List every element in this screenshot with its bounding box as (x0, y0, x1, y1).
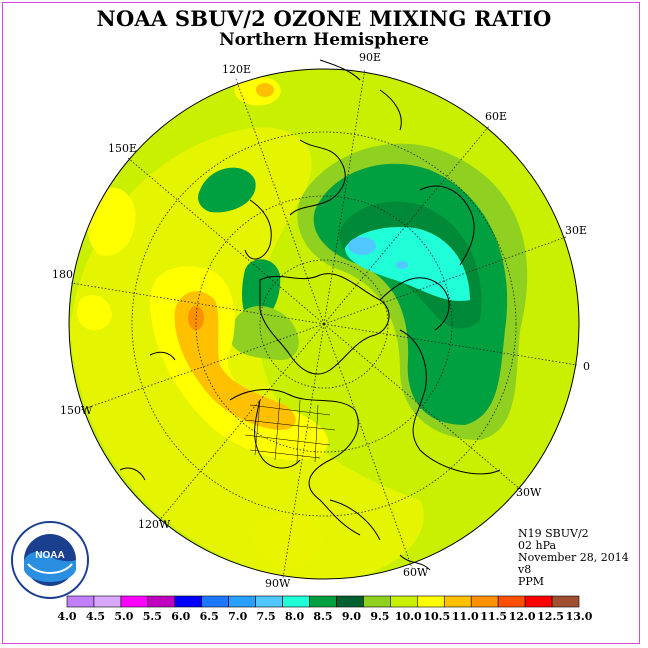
colorbar-tick-label: 12.5 (537, 610, 564, 623)
map-boundary (68, 68, 580, 580)
lon-label-90w: 90W (265, 577, 291, 590)
colorbar-swatch (443, 595, 472, 608)
colorbar-tick-label: 13.0 (566, 610, 593, 623)
info-satellite: N19 SBUV/2 (518, 527, 589, 540)
map-subtitle: Northern Hemisphere (219, 30, 429, 50)
colorbar-tick-label: 7.5 (257, 610, 276, 623)
colorbar-tick-label: 6.0 (171, 610, 190, 623)
colorbar-swatch (390, 595, 418, 608)
figure-frame (2, 2, 640, 644)
colorbar-tick-label: 4.5 (86, 610, 105, 623)
colorbar-swatch (147, 595, 176, 608)
colorbar-tick-label: 8.5 (313, 610, 332, 623)
info-units: PPM (518, 575, 545, 588)
info-date: November 28, 2014 (518, 551, 629, 564)
colorbar-tick-label: 6.5 (200, 610, 219, 623)
lon-label-60e: 60E (485, 110, 507, 123)
graticule (70, 68, 578, 579)
longitude-labels: 90E 60E 30E 0 30W 60W 90W 120W 150W 180 … (52, 51, 590, 590)
noaa-seal-icon: NOAA (11, 521, 89, 599)
colorbar-swatch (201, 595, 229, 608)
colorbar-swatch (551, 595, 580, 608)
colorbar-tick-labels: 4.0 4.5 5.0 5.5 6.0 6.5 7.0 7.5 8.0 8.5 9.0 9.5 10.0… (57, 610, 592, 623)
map-title: NOAA SBUV/2 OZONE MIXING RATIO (96, 6, 552, 31)
colorbar-tick-label: 5.5 (143, 610, 162, 623)
colorbar-swatch (336, 595, 364, 608)
colorbar-swatch (174, 595, 203, 608)
lon-label-30e: 30E (565, 224, 587, 237)
colorbar-swatch (417, 595, 445, 608)
colorbar-swatch (255, 595, 283, 608)
lon-label-90e: 90E (359, 51, 381, 64)
lon-label-0: 0 (583, 360, 590, 373)
colorbar-swatch (497, 595, 526, 608)
lon-label-30w: 30W (516, 486, 542, 499)
colorbar-tick-label: 9.0 (342, 610, 361, 623)
colorbar-swatch (93, 595, 122, 608)
info-version: v8 (518, 563, 532, 576)
colorbar-swatch (470, 595, 499, 608)
colorbar-tick-label: 8.0 (285, 610, 304, 623)
lon-label-150e: 150E (108, 142, 137, 155)
colorbar-tick-label: 12.0 (509, 610, 536, 623)
noaa-logo-text: NOAA (35, 550, 64, 561)
lon-label-150w: 150W (60, 404, 93, 417)
info-level: 02 hPa (518, 539, 557, 552)
colorbar-tick-label: 4.0 (57, 610, 76, 623)
colorbar-swatch (282, 595, 310, 608)
lon-label-120w: 120W (138, 518, 171, 531)
colorbar-tick-label: 5.0 (114, 610, 133, 623)
colorbar-swatch (363, 595, 391, 608)
colorbar-swatch (309, 595, 337, 608)
colorbar-swatch (66, 595, 95, 608)
colorbar-tick-label: 9.5 (370, 610, 389, 623)
state-borders (244, 397, 336, 463)
lon-label-120e: 120E (222, 63, 251, 76)
info-block: N19 SBUV/2 02 hPa November 28, 2014 v8 P… (518, 528, 629, 588)
lon-label-60w: 60W (403, 566, 429, 579)
colorbar-tick-label: 10.5 (423, 610, 450, 623)
colorbar-tick-label: 11.5 (480, 610, 507, 623)
colorbar-swatches (66, 595, 580, 608)
lon-label-180: 180 (52, 268, 73, 281)
coastlines (119, 59, 501, 571)
colorbar-tick-label: 11.0 (452, 610, 479, 623)
colorbar-tick-label: 7.0 (228, 610, 247, 623)
colorbar-swatch (524, 595, 553, 608)
colorbar-tick-label: 10.0 (395, 610, 422, 623)
colorbar-swatch (228, 595, 256, 608)
noaa-logo: NOAA (10, 520, 90, 604)
colorbar-swatch (120, 595, 149, 608)
